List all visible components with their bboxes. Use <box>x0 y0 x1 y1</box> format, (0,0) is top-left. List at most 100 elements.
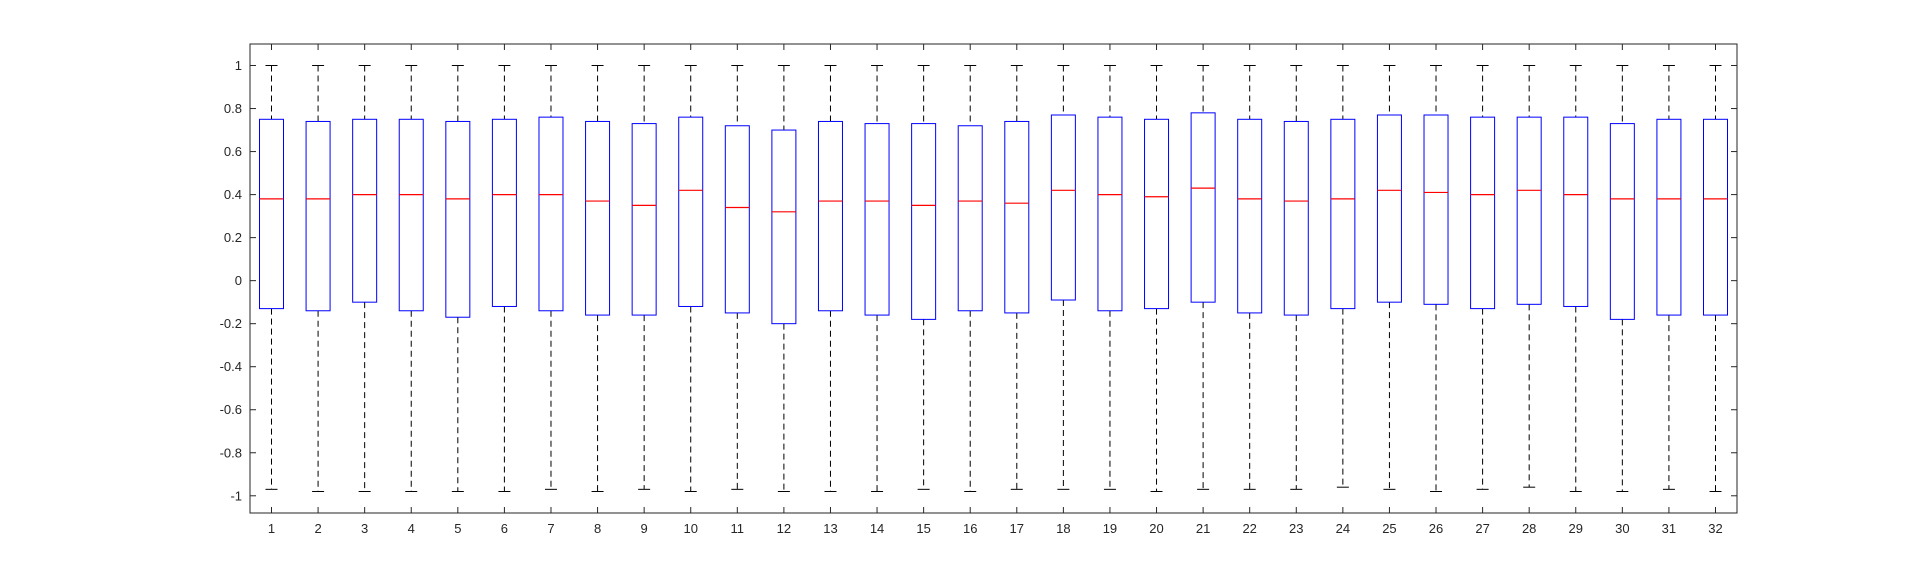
x-tick-label: 26 <box>1429 521 1443 536</box>
x-tick-label: 27 <box>1475 521 1489 536</box>
plot-area <box>259 65 1728 492</box>
box-4 <box>398 65 424 492</box>
x-tick-label: 7 <box>547 521 554 536</box>
box-16 <box>957 65 983 492</box>
iqr-box <box>259 118 284 310</box>
x-tick-label: 12 <box>777 521 791 536</box>
iqr-box <box>1656 118 1682 316</box>
x-tick-label: 18 <box>1056 521 1070 536</box>
x-tick-label: 3 <box>361 521 368 536</box>
iqr-box <box>724 125 750 314</box>
iqr-box <box>1703 118 1728 316</box>
iqr-box <box>1563 116 1589 307</box>
iqr-box <box>1050 114 1076 301</box>
x-tick-label: 16 <box>963 521 977 536</box>
iqr-box <box>585 120 611 316</box>
box-6 <box>491 65 517 492</box>
x-tick-label: 11 <box>731 521 745 536</box>
y-tick-label: -0.2 <box>220 316 242 331</box>
x-tick-label: 22 <box>1242 521 1256 536</box>
box-32 <box>1703 65 1728 492</box>
box-12 <box>771 65 797 492</box>
iqr-box <box>911 123 937 320</box>
y-tick-label: 0.2 <box>224 230 242 245</box>
box-1 <box>259 65 284 490</box>
iqr-box <box>771 129 797 325</box>
x-tick-label: 20 <box>1149 521 1163 536</box>
x-tick-label: 30 <box>1615 521 1629 536</box>
y-tick-label: -0.8 <box>220 445 242 460</box>
box-22 <box>1237 65 1263 490</box>
iqr-box <box>1283 120 1309 316</box>
y-tick-label: -1 <box>230 488 242 503</box>
box-8 <box>585 65 611 492</box>
x-tick-label: 21 <box>1196 521 1210 536</box>
iqr-box <box>817 120 843 312</box>
box-18 <box>1050 65 1076 490</box>
iqr-box <box>491 118 517 307</box>
iqr-box <box>352 118 378 303</box>
box-30 <box>1609 65 1635 492</box>
x-tick-label: 4 <box>408 521 415 536</box>
x-tick-label: 1 <box>268 521 275 536</box>
y-tick-label: 0.4 <box>224 187 242 202</box>
box-20 <box>1144 65 1170 492</box>
x-tick-label: 2 <box>314 521 321 536</box>
x-tick-label: 17 <box>1010 521 1024 536</box>
x-tick-label: 9 <box>641 521 648 536</box>
y-tick-label: -0.6 <box>220 402 242 417</box>
x-tick-label: 24 <box>1336 521 1350 536</box>
box-11 <box>724 65 750 490</box>
x-tick-label: 6 <box>501 521 508 536</box>
iqr-box <box>1376 114 1402 303</box>
iqr-box <box>1004 120 1030 314</box>
box-24 <box>1330 65 1356 488</box>
box-10 <box>678 65 704 492</box>
iqr-box <box>1190 112 1216 303</box>
y-tick-label: 0 <box>235 273 242 288</box>
box-27 <box>1470 65 1496 490</box>
iqr-box <box>631 123 657 316</box>
box-2 <box>305 65 331 492</box>
iqr-box <box>305 120 331 312</box>
x-tick-label: 10 <box>683 521 697 536</box>
x-tick-label: 29 <box>1569 521 1583 536</box>
iqr-box <box>1097 116 1123 312</box>
box-29 <box>1563 65 1589 492</box>
iqr-box <box>678 116 704 307</box>
axis-ticks: -1-0.8-0.6-0.4-0.200.20.40.60.811 2 3 4 5 6 7 8… <box>220 44 1737 536</box>
iqr-box <box>1144 118 1170 310</box>
x-tick-label: 8 <box>594 521 601 536</box>
box-31 <box>1656 65 1682 490</box>
iqr-box <box>864 123 890 316</box>
box-17 <box>1004 65 1030 490</box>
iqr-box <box>1423 114 1449 305</box>
y-tick-label: 0.8 <box>224 101 242 116</box>
iqr-box <box>538 116 564 312</box>
y-tick-label: 1 <box>235 58 242 73</box>
x-tick-label: 31 <box>1662 521 1676 536</box>
x-tick-label: 28 <box>1522 521 1536 536</box>
iqr-box <box>1330 118 1356 310</box>
x-tick-label: 15 <box>916 521 930 536</box>
x-tick-label: 19 <box>1103 521 1117 536</box>
x-tick-label: 5 <box>454 521 461 536</box>
x-tick-label: 32 <box>1708 521 1722 536</box>
box-15 <box>911 65 937 490</box>
box-14 <box>864 65 890 492</box>
iqr-box <box>1237 118 1263 314</box>
box-9 <box>631 65 657 490</box>
box-28 <box>1516 65 1542 488</box>
x-tick-label: 23 <box>1289 521 1303 536</box>
iqr-box <box>1516 116 1542 305</box>
x-tick-label: 25 <box>1382 521 1396 536</box>
iqr-box <box>1609 123 1635 320</box>
box-23 <box>1283 65 1309 490</box>
box-25 <box>1376 65 1402 490</box>
box-19 <box>1097 65 1123 490</box>
box-13 <box>817 65 843 492</box>
iqr-box <box>957 125 983 312</box>
iqr-box <box>1470 116 1496 310</box>
